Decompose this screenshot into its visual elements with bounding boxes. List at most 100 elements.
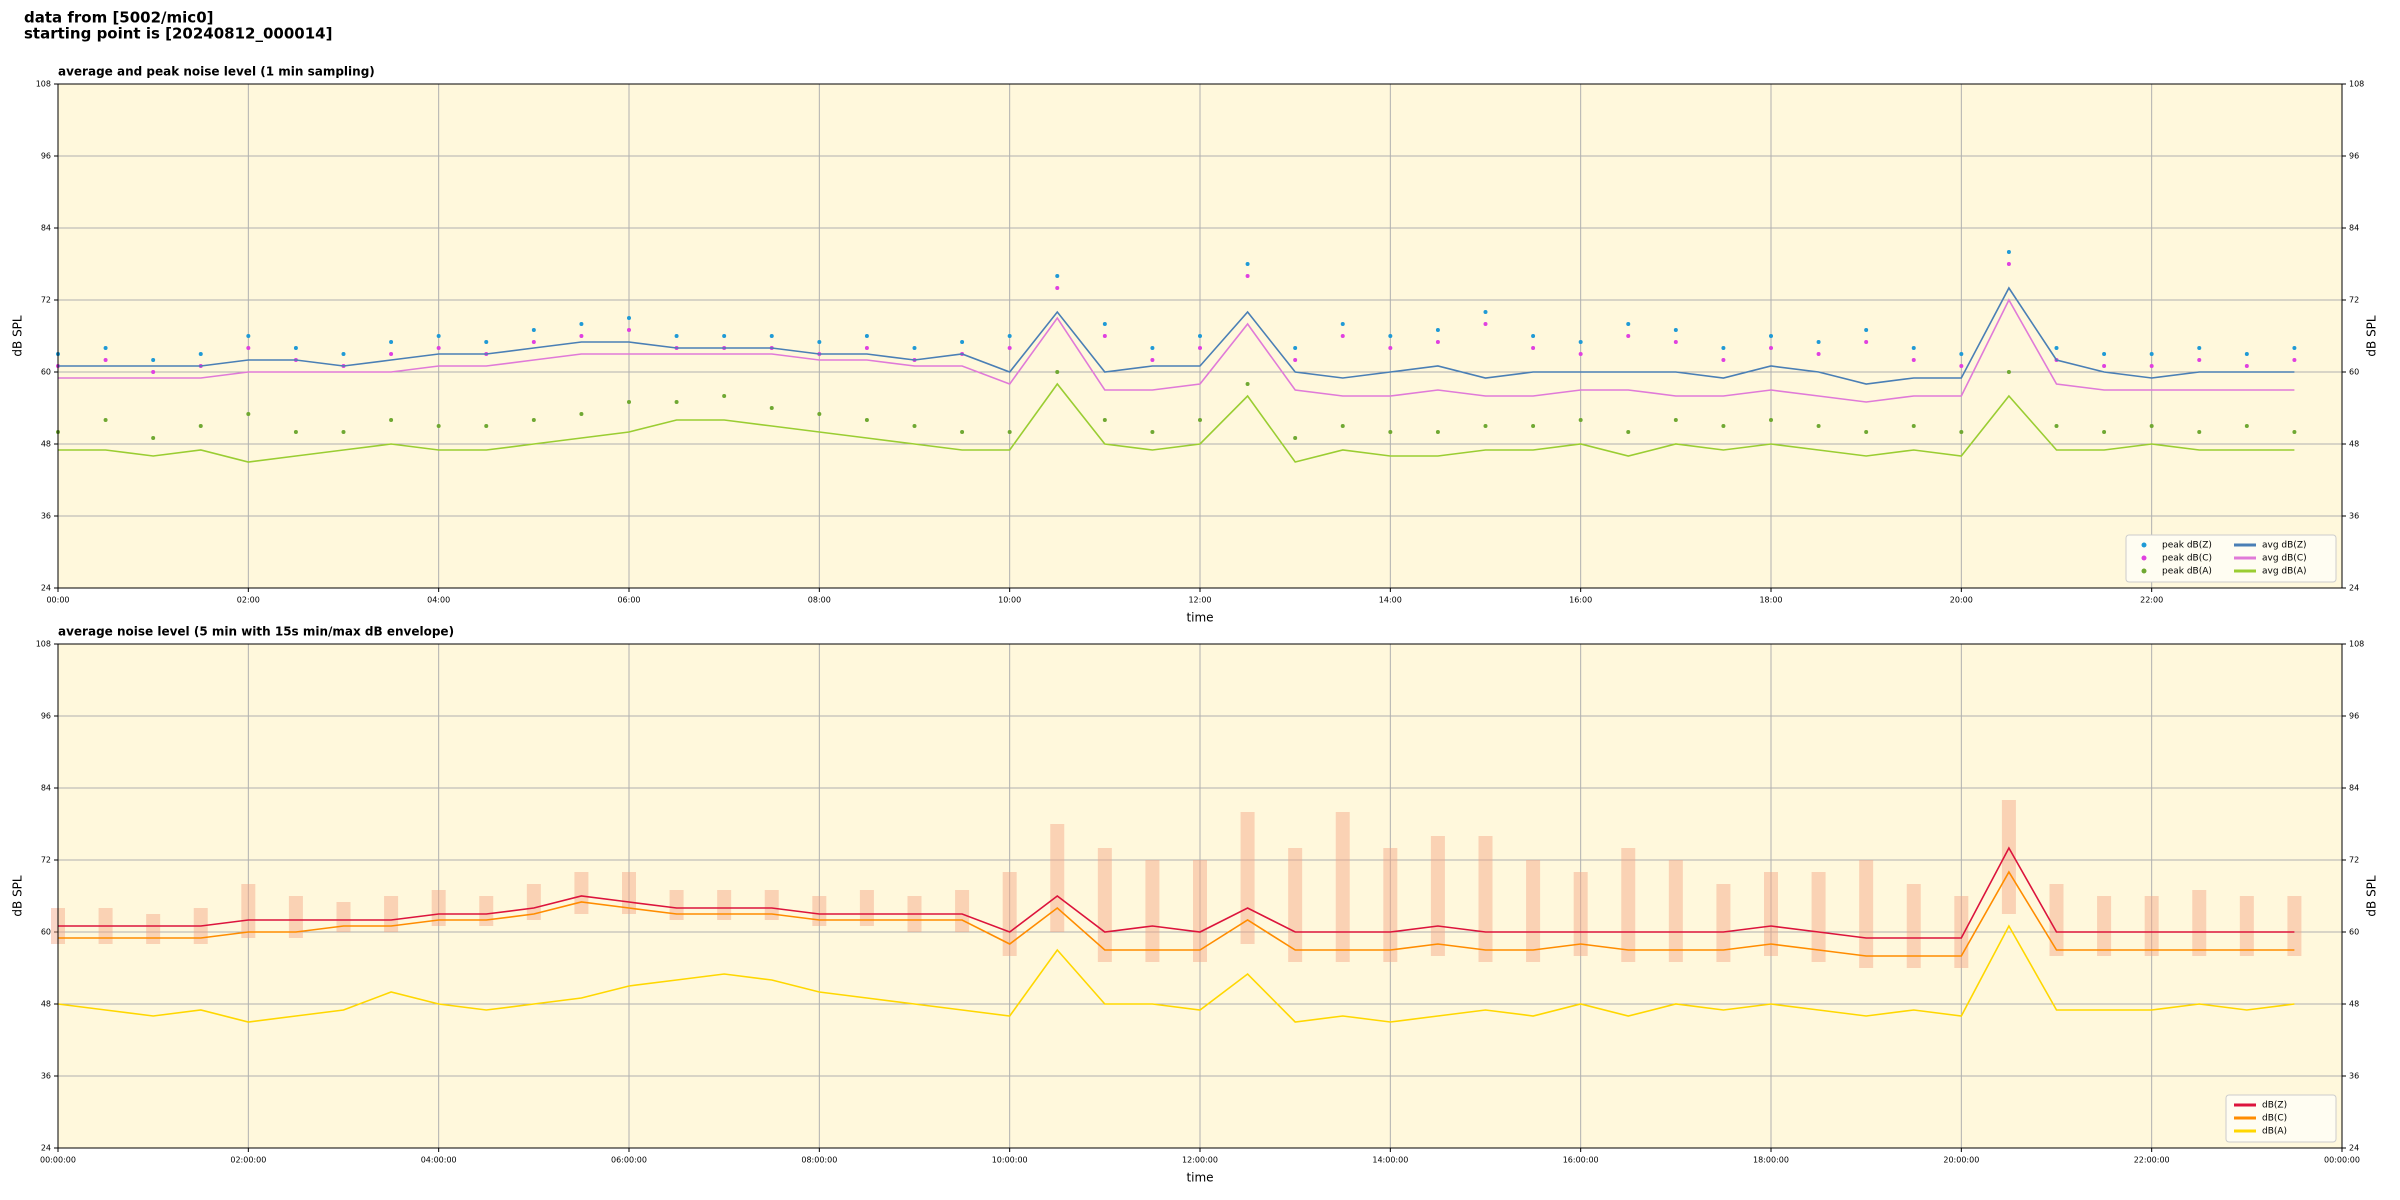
peak-point (1055, 274, 1060, 278)
peak-point (103, 358, 108, 362)
peak-point (1816, 340, 1821, 344)
peak-point (1816, 424, 1821, 428)
peak-point (579, 412, 584, 416)
peak-point (2244, 364, 2249, 368)
peak-point (246, 346, 251, 350)
peak-point (722, 394, 727, 398)
x-tick-label: 04:00:00 (421, 1156, 457, 1165)
peak-point (1816, 352, 1821, 356)
x-tick-label: 22:00 (2140, 596, 2163, 605)
series-line (57, 924, 2295, 1023)
y2-tick-label: 48 (2349, 1000, 2359, 1009)
legend-marker (2141, 542, 2147, 548)
peak-point (960, 340, 965, 344)
y-tick-label: 96 (41, 152, 51, 161)
peak-point (531, 328, 536, 332)
y-tick-label: 24 (41, 1144, 51, 1153)
y2-tick-label: 108 (2349, 640, 2364, 649)
peak-point (1198, 334, 1202, 338)
x-tick-label: 12:00 (1188, 596, 1211, 605)
peak-point (579, 334, 584, 338)
peak-point (912, 346, 917, 350)
y2-tick-label: 60 (2349, 368, 2359, 377)
peak-point (674, 400, 679, 404)
peak-point (1245, 382, 1250, 386)
peak-point (2006, 262, 2011, 266)
peak-point (1911, 424, 1916, 428)
peak-point (389, 352, 394, 356)
y-tick-label: 36 (41, 512, 51, 521)
peak-point (531, 340, 536, 344)
peak-point (1102, 334, 1107, 338)
peak-point (1911, 346, 1916, 350)
peak-point (198, 424, 203, 428)
peak-point (2149, 364, 2154, 368)
peak-point (151, 358, 156, 362)
x-tick-label: 02:00 (237, 596, 260, 605)
legend-label: peak dB(Z) (2162, 541, 2212, 551)
peak-point (2006, 370, 2011, 374)
peak-point (1150, 430, 1155, 434)
peak-point (436, 334, 441, 338)
peak-point (1388, 346, 1393, 350)
peak-point (1245, 262, 1250, 266)
peak-point (341, 352, 346, 356)
legend-label: dB(A) (2262, 1127, 2287, 1137)
peak-point (1531, 334, 1536, 338)
peak-point (1198, 346, 1202, 350)
peak-point (1150, 346, 1155, 350)
y2-axis-label: dB SPL (2365, 875, 2379, 917)
legend-label: avg dB(C) (2262, 554, 2307, 564)
peak-point (912, 424, 917, 428)
peak-point (1340, 334, 1345, 338)
y2-tick-label: 36 (2349, 512, 2359, 521)
peak-point (1102, 418, 1107, 422)
peak-point (1864, 328, 1869, 332)
legend-label: dB(Z) (2262, 1101, 2287, 1111)
peak-point (1435, 340, 1440, 344)
peak-point (1435, 430, 1440, 434)
peak-point (389, 418, 394, 422)
y2-tick-label: 96 (2349, 712, 2359, 721)
legend-label: avg dB(A) (2262, 567, 2306, 577)
peak-point (1340, 424, 1345, 428)
peak-point (1102, 322, 1107, 326)
series-line (58, 846, 2295, 939)
y2-tick-label: 96 (2349, 152, 2359, 161)
x-tick-label: 00:00:00 (2324, 1156, 2360, 1165)
peak-point (1673, 418, 1678, 422)
y-tick-label: 108 (36, 80, 51, 89)
peak-point (436, 424, 441, 428)
peak-point (246, 334, 251, 338)
peak-point (2149, 352, 2154, 356)
peak-point (864, 346, 869, 350)
peak-point (1150, 358, 1155, 362)
y-tick-label: 96 (41, 712, 51, 721)
legend-label: dB(C) (2262, 1114, 2287, 1124)
peak-point (2102, 430, 2107, 434)
y2-tick-label: 108 (2349, 80, 2364, 89)
y2-tick-label: 24 (2349, 1144, 2359, 1153)
peak-point (1198, 418, 1202, 422)
peak-point (960, 430, 965, 434)
y-tick-label: 24 (41, 584, 51, 593)
peak-point (151, 436, 156, 440)
x-tick-label: 00:00 (46, 596, 69, 605)
x-tick-label: 04:00 (427, 596, 450, 605)
peak-point (151, 370, 156, 374)
series-line (58, 298, 2295, 403)
peak-point (1531, 346, 1536, 350)
peak-point (674, 334, 679, 338)
peak-point (769, 334, 774, 338)
peak-point (627, 316, 631, 320)
x-tick-label: 20:00:00 (1943, 1156, 1979, 1165)
peak-point (2292, 430, 2297, 434)
x-tick-label: 14:00:00 (1372, 1156, 1408, 1165)
chart-title: average noise level (5 min with 15s min/… (58, 625, 454, 639)
y-axis-label: dB SPL (11, 875, 25, 917)
peak-point (864, 334, 869, 338)
peak-point (293, 430, 298, 434)
x-tick-label: 14:00 (1379, 596, 1402, 605)
x-tick-label: 12:00:00 (1182, 1156, 1218, 1165)
